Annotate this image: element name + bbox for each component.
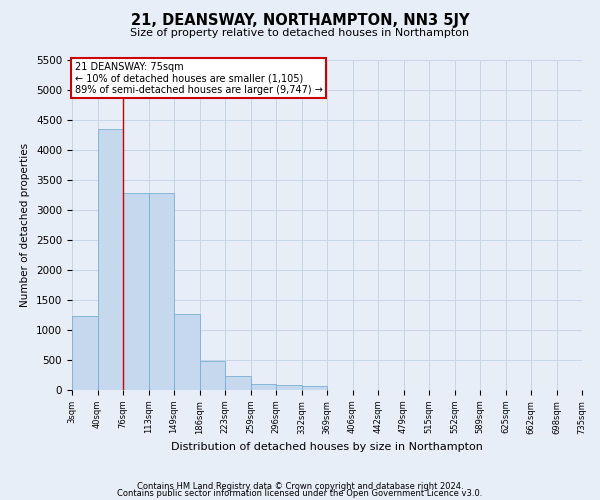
Bar — [199, 360, 225, 390]
Text: Contains HM Land Registry data © Crown copyright and database right 2024.: Contains HM Land Registry data © Crown c… — [137, 482, 463, 491]
Text: Size of property relative to detached houses in Northampton: Size of property relative to detached ho… — [130, 28, 470, 38]
Bar — [251, 384, 276, 390]
Text: 21, DEANSWAY, NORTHAMPTON, NN3 5JY: 21, DEANSWAY, NORTHAMPTON, NN3 5JY — [131, 12, 469, 28]
Text: 21 DEANSWAY: 75sqm
← 10% of detached houses are smaller (1,105)
89% of semi-deta: 21 DEANSWAY: 75sqm ← 10% of detached hou… — [74, 62, 322, 95]
Bar — [225, 376, 251, 390]
Bar — [149, 193, 174, 390]
Text: Contains public sector information licensed under the Open Government Licence v3: Contains public sector information licen… — [118, 490, 482, 498]
Bar — [276, 384, 302, 390]
Bar — [302, 386, 327, 390]
Y-axis label: Number of detached properties: Number of detached properties — [20, 143, 31, 307]
Bar — [97, 129, 123, 390]
X-axis label: Distribution of detached houses by size in Northampton: Distribution of detached houses by size … — [171, 442, 483, 452]
Bar — [174, 314, 199, 390]
Bar — [123, 193, 149, 390]
Bar — [72, 316, 97, 390]
